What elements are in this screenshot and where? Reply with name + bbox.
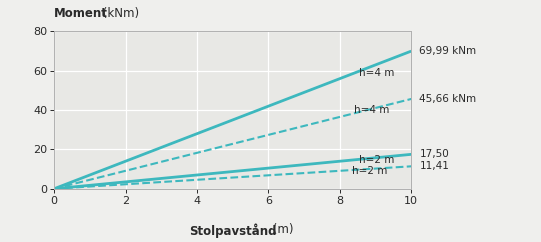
Text: h=2 m: h=2 m (352, 166, 387, 176)
Text: Stolpavstånd: Stolpavstånd (189, 223, 276, 238)
Text: 11,41: 11,41 (419, 161, 450, 171)
Text: h=4 m: h=4 m (354, 105, 390, 115)
Text: (kNm): (kNm) (98, 8, 139, 20)
Text: 69,99 kNm: 69,99 kNm (419, 46, 477, 56)
Text: (m): (m) (268, 223, 293, 236)
Text: 45,66 kNm: 45,66 kNm (419, 94, 477, 104)
Text: h=2 m: h=2 m (359, 155, 395, 165)
Text: 17,50: 17,50 (419, 149, 449, 159)
Text: Moment: Moment (54, 8, 108, 20)
Text: h=4 m: h=4 m (359, 68, 395, 78)
